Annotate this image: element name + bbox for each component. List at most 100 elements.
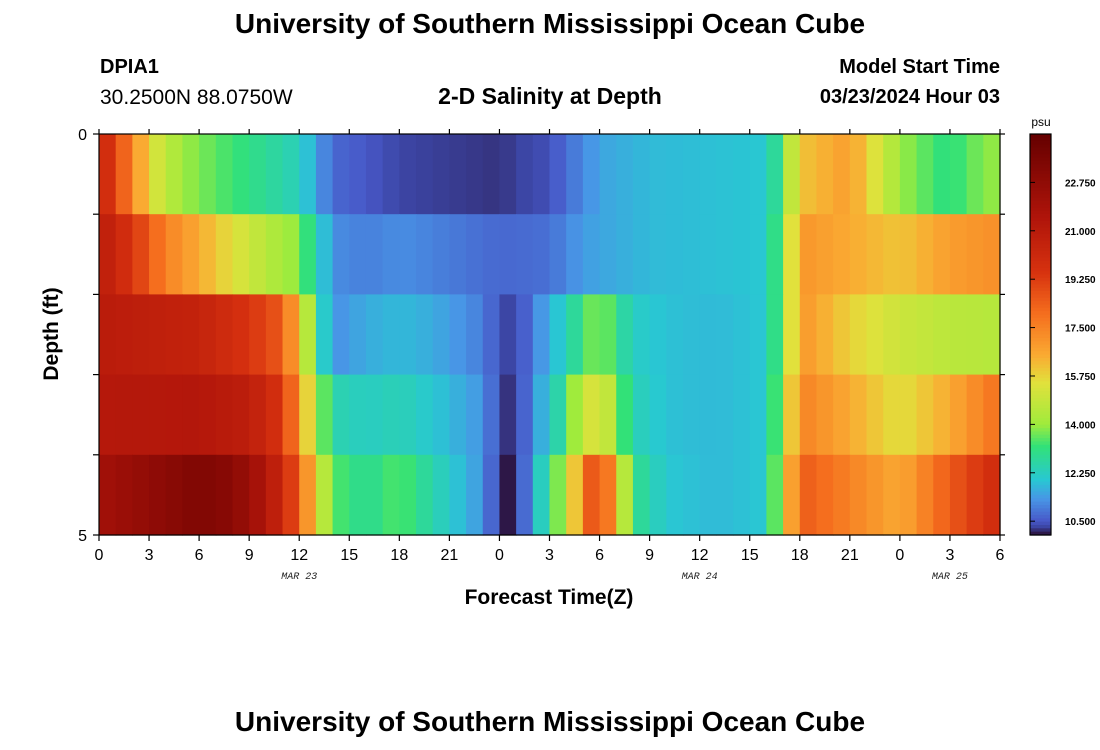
x-tick-label: 9 — [645, 547, 654, 564]
heatmap-cell — [315, 134, 334, 215]
colorbar-segment — [1030, 140, 1051, 145]
model-start-value: 03/23/2024 Hour 03 — [819, 86, 1000, 108]
heatmap-cell — [199, 294, 217, 376]
heatmap-cell — [516, 214, 534, 295]
colorbar-segment — [1030, 224, 1051, 229]
colorbar-segment — [1030, 464, 1051, 469]
colorbar-segment — [1030, 394, 1051, 399]
heatmap-cell — [99, 374, 117, 456]
heatmap-cell — [282, 294, 300, 376]
colorbar-segment — [1030, 311, 1051, 316]
heatmap-cell — [966, 214, 984, 295]
heatmap-cell — [799, 294, 818, 376]
heatmap-cell — [299, 134, 317, 215]
heatmap-cell — [265, 134, 284, 215]
colorbar-segment — [1030, 137, 1051, 142]
heatmap-cell — [182, 214, 200, 295]
heatmap-cell — [582, 294, 601, 376]
colorbar-segment — [1030, 454, 1051, 459]
colorbar-segment — [1030, 260, 1051, 265]
heatmap-cell — [849, 454, 868, 536]
heatmap-cell — [866, 294, 884, 376]
heatmap-cell — [983, 454, 1001, 536]
colorbar-segment — [1030, 317, 1051, 322]
heatmap-cell — [382, 294, 400, 376]
y-tick-label: 0 — [78, 127, 87, 144]
heatmap-cell — [516, 374, 534, 456]
heatmap-cell — [866, 214, 884, 295]
x-tick-label: 3 — [145, 547, 154, 564]
x-tick-label: 18 — [791, 547, 809, 564]
heatmap-cell — [115, 294, 133, 376]
heatmap-cell — [99, 454, 117, 536]
heatmap-cell — [933, 454, 951, 536]
heatmap-cell — [566, 134, 584, 215]
heatmap-cell — [149, 134, 167, 215]
model-start-label: Model Start Time — [839, 56, 1000, 78]
heatmap-cell — [582, 214, 601, 295]
heatmap-cell — [666, 134, 684, 215]
heatmap-cell — [582, 374, 601, 456]
heatmap-cell — [249, 454, 267, 536]
heatmap-cell — [616, 214, 634, 295]
colorbar-segment — [1030, 327, 1051, 332]
heatmap-cell — [349, 454, 367, 536]
colorbar-segment — [1030, 164, 1051, 169]
heatmap-cell — [866, 454, 884, 536]
colorbar-segment — [1030, 337, 1051, 342]
heatmap-cell — [532, 374, 551, 456]
heatmap-cell — [299, 214, 317, 295]
date-label: MAR 24 — [682, 572, 718, 583]
colorbar-segment — [1030, 371, 1051, 376]
heatmap-cell — [899, 214, 918, 295]
salinity-heatmap-chart: 0 3 6 9 12 15 18 21 0 3 6 9 12 15 18 21 0 3 6 05 MAR 23 MAR… — [40, 115, 1096, 609]
colorbar-tick-label: 19.250 — [1065, 275, 1096, 286]
heatmap-cell — [833, 454, 851, 536]
heatmap-cell — [799, 454, 818, 536]
colorbar-segment — [1030, 478, 1051, 483]
colorbar-segment — [1030, 304, 1051, 309]
heatmap-cell — [632, 454, 651, 536]
heatmap-cell — [182, 134, 200, 215]
heatmap-cell — [649, 374, 667, 456]
heatmap-cell — [99, 294, 117, 376]
colorbar-segment — [1030, 281, 1051, 285]
x-tick-label: 12 — [290, 547, 308, 564]
heatmap-cell — [149, 214, 167, 295]
colorbar-segment — [1030, 408, 1051, 412]
heatmap-cell — [649, 214, 667, 295]
heatmap-cell — [149, 294, 167, 376]
colorbar-segment — [1030, 287, 1051, 292]
colorbar-segment — [1030, 391, 1051, 396]
heatmap-cell — [399, 134, 417, 215]
heatmap-cell — [666, 374, 684, 456]
heatmap-cell — [149, 454, 167, 536]
colorbar-segment — [1030, 331, 1051, 336]
heatmap-cell — [849, 294, 868, 376]
heatmap-cell — [382, 454, 400, 536]
x-axis-ticks: 0 3 6 9 12 15 18 21 0 3 6 9 12 15 18 21 0 3 6 — [95, 129, 1005, 564]
heatmap-cell — [549, 214, 567, 295]
colorbar-segment — [1030, 167, 1051, 172]
heatmap-cell — [616, 134, 634, 215]
colorbar-segment — [1030, 264, 1051, 269]
heatmap-cell — [816, 134, 834, 215]
colorbar-tick-label: 12.250 — [1065, 469, 1096, 480]
heatmap-cell — [315, 374, 334, 456]
heatmap-cell — [416, 134, 434, 215]
heatmap-cell — [749, 294, 768, 376]
heatmap-cell — [766, 294, 784, 376]
heatmap-cell — [582, 134, 601, 215]
colorbar: 22.750 21.000 19.250 17.500 15.750 14.000 12.2… — [1029, 133, 1096, 536]
heatmap-cell — [649, 454, 667, 536]
colorbar-segment — [1030, 160, 1051, 165]
heatmap-cell — [632, 294, 651, 376]
heatmap-cell — [966, 374, 984, 456]
heatmap-cell — [616, 454, 634, 536]
heatmap-cell — [365, 294, 384, 376]
colorbar-segment — [1030, 514, 1051, 519]
heatmap-cell — [249, 134, 267, 215]
colorbar-segment — [1030, 257, 1051, 262]
heatmap-cell — [799, 214, 818, 295]
heatmap-cell — [332, 294, 350, 376]
